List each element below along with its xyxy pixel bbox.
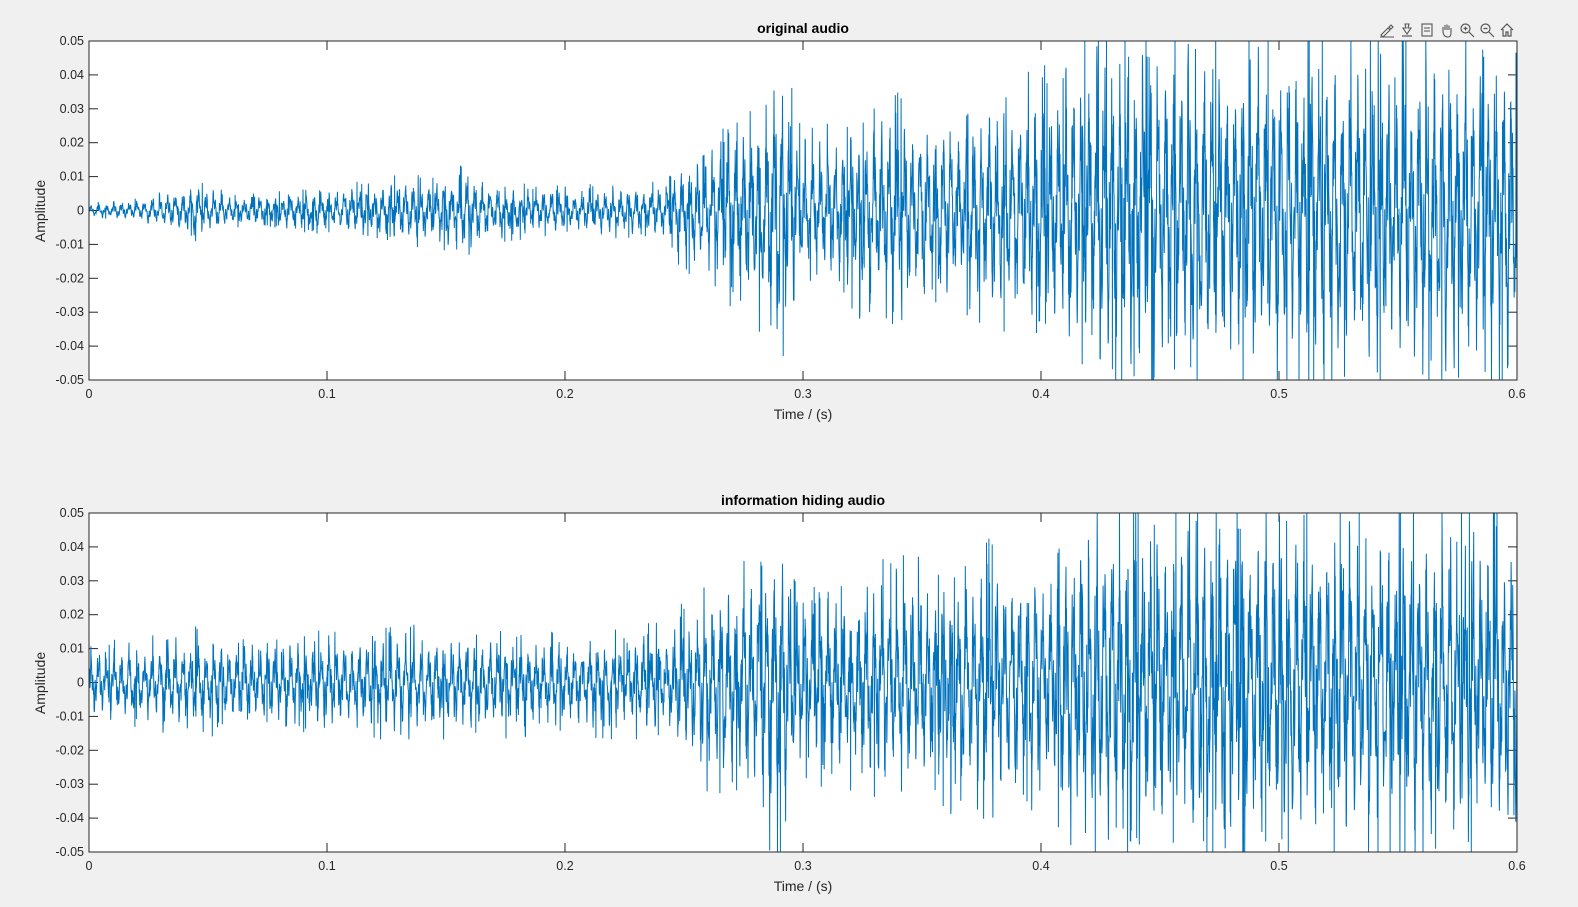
x-axis-label: Time / (s) [774, 878, 833, 894]
x-tick-label: 0 [86, 859, 93, 873]
data-tips-icon [1401, 23, 1413, 37]
y-tick-label: -0.01 [56, 709, 85, 723]
y-tick-label: 0.04 [60, 540, 84, 554]
axes-information-hiding-audio[interactable]: 0.05 0.04 0.03 0.02 0.01 0 -0.01 -0.02 -0.03 -0.0… [32, 492, 1526, 894]
axes-box [88, 40, 1518, 381]
home-button[interactable] [1498, 21, 1516, 39]
zoom-out-icon [1480, 23, 1495, 38]
x-tick-label: 0.1 [318, 859, 335, 873]
zoom-in-icon [1460, 23, 1475, 38]
home-icon [1500, 23, 1514, 37]
axes-toolbar [1378, 20, 1516, 40]
legend-icon [1421, 23, 1433, 37]
y-tick-label: 0.05 [60, 34, 84, 48]
y-tick-label: 0.03 [60, 574, 84, 588]
x-tick-label: 0.4 [1032, 859, 1049, 873]
x-ticks: 0 0.1 0.2 0.3 0.4 0.5 0.6 [86, 513, 1526, 873]
y-tick-label: 0.05 [60, 506, 84, 520]
waveform-line-hidden [88, 512, 1518, 853]
data-tips-button[interactable] [1398, 21, 1416, 39]
chart-title: information hiding audio [721, 492, 885, 508]
zoom-out-button[interactable] [1478, 21, 1496, 39]
pan-button[interactable] [1438, 21, 1456, 39]
x-tick-label: 0.5 [1270, 387, 1287, 401]
y-tick-label: -0.01 [56, 237, 85, 251]
y-tick-label: 0.01 [60, 642, 84, 656]
y-tick-label: -0.02 [56, 743, 85, 757]
x-tick-label: 0.2 [556, 859, 573, 873]
axes-original-audio[interactable]: 0.05 0.04 0.03 0.02 0.01 0 -0.01 -0.02 -0.03 -0.0… [32, 20, 1526, 422]
zoom-in-button[interactable] [1458, 21, 1476, 39]
y-tick-label: 0.03 [60, 102, 84, 116]
x-axis-label: Time / (s) [774, 406, 833, 422]
y-tick-label: -0.03 [56, 777, 85, 791]
x-tick-label: 0.3 [794, 859, 811, 873]
chart-title: original audio [757, 20, 849, 36]
waveform-line-original [88, 40, 1518, 381]
x-tick-label: 0.3 [794, 387, 811, 401]
x-tick-label: 0.5 [1270, 859, 1287, 873]
y-tick-label: -0.03 [56, 305, 85, 319]
y-tick-label: 0 [77, 676, 84, 690]
y-tick-label: 0.02 [60, 608, 84, 622]
x-tick-label: 0.6 [1508, 859, 1525, 873]
y-ticks: 0.05 0.04 0.03 0.02 0.01 0 -0.01 -0.02 -0.03 -0.0… [56, 506, 1517, 859]
x-tick-label: 0.4 [1032, 387, 1049, 401]
x-ticks: 0 0.1 0.2 0.3 0.4 0.5 0.6 [86, 41, 1526, 401]
y-tick-label: 0.02 [60, 136, 84, 150]
y-tick-label: 0.01 [60, 170, 84, 184]
y-tick-label: -0.04 [56, 339, 85, 353]
x-tick-label: 0.2 [556, 387, 573, 401]
y-axis-label: Amplitude [32, 652, 48, 714]
y-tick-label: -0.05 [56, 845, 85, 859]
axes-box [88, 512, 1518, 853]
brush-button[interactable] [1378, 21, 1396, 39]
y-tick-label: 0 [77, 204, 84, 218]
y-axis-label: Amplitude [32, 180, 48, 242]
legend-button[interactable] [1418, 21, 1436, 39]
y-tick-label: -0.04 [56, 811, 85, 825]
x-tick-label: 0.6 [1508, 387, 1525, 401]
x-tick-label: 0 [86, 387, 93, 401]
brush-icon [1380, 24, 1394, 38]
y-tick-label: -0.05 [56, 373, 85, 387]
pan-icon [1442, 24, 1452, 38]
x-tick-label: 0.1 [318, 387, 335, 401]
y-tick-label: 0.04 [60, 68, 84, 82]
y-tick-label: -0.02 [56, 271, 85, 285]
